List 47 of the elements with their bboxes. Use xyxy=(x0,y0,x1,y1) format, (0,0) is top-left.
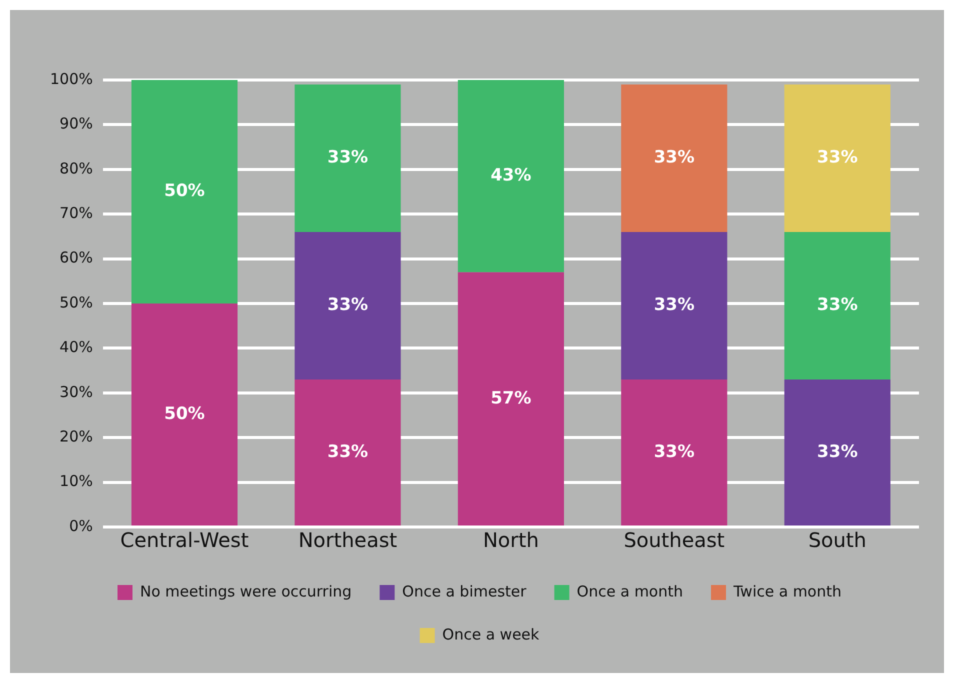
x-tick-label: Northeast xyxy=(298,528,398,552)
bar xyxy=(294,84,401,232)
legend-label: Once a bimester xyxy=(402,582,528,600)
y-tick-label: 0% xyxy=(69,516,93,535)
legend-label: Twice a month xyxy=(732,582,842,600)
data-label: 57% xyxy=(490,388,532,408)
legend-label: No meetings were occurring xyxy=(140,582,352,600)
data-label: 33% xyxy=(817,442,858,462)
bar xyxy=(784,84,890,232)
data-label: 33% xyxy=(817,295,858,316)
bar xyxy=(131,80,238,304)
bar xyxy=(621,379,728,526)
y-tick-label: 30% xyxy=(60,382,93,401)
data-label: 33% xyxy=(327,295,368,316)
bar xyxy=(294,232,401,380)
data-label: 33% xyxy=(327,442,368,462)
bar xyxy=(458,80,564,272)
legend-label: Once a month xyxy=(576,582,684,600)
data-label: 33% xyxy=(327,148,368,168)
x-tick-label: Central-West xyxy=(120,528,249,552)
bar xyxy=(458,272,564,526)
bar xyxy=(784,232,890,380)
data-label: 33% xyxy=(654,148,695,168)
data-label: 33% xyxy=(654,442,695,462)
legend-label: Once a week xyxy=(442,625,540,644)
bar xyxy=(621,232,728,380)
data-label: 33% xyxy=(817,148,858,168)
bar xyxy=(621,84,728,232)
data-label: 43% xyxy=(490,166,532,186)
bar xyxy=(294,379,401,526)
y-tick-label: 80% xyxy=(60,159,93,178)
y-tick-label: 100% xyxy=(50,70,93,88)
y-tick-label: 20% xyxy=(60,427,93,446)
y-tick-label: 40% xyxy=(60,338,93,356)
y-tick-label: 60% xyxy=(60,248,93,267)
y-tick-label: 50% xyxy=(60,293,93,312)
x-tick-label: South xyxy=(808,528,866,552)
x-tick-label: North xyxy=(482,528,539,552)
y-tick-label: 90% xyxy=(60,114,93,133)
bar xyxy=(784,379,890,526)
y-tick-label: 70% xyxy=(60,204,93,222)
x-tick-label: Southeast xyxy=(624,528,725,552)
bar xyxy=(131,304,238,526)
data-label: 50% xyxy=(164,181,205,202)
data-label: 33% xyxy=(654,295,695,316)
data-label: 50% xyxy=(164,404,205,424)
y-tick-label: 10% xyxy=(60,472,93,490)
